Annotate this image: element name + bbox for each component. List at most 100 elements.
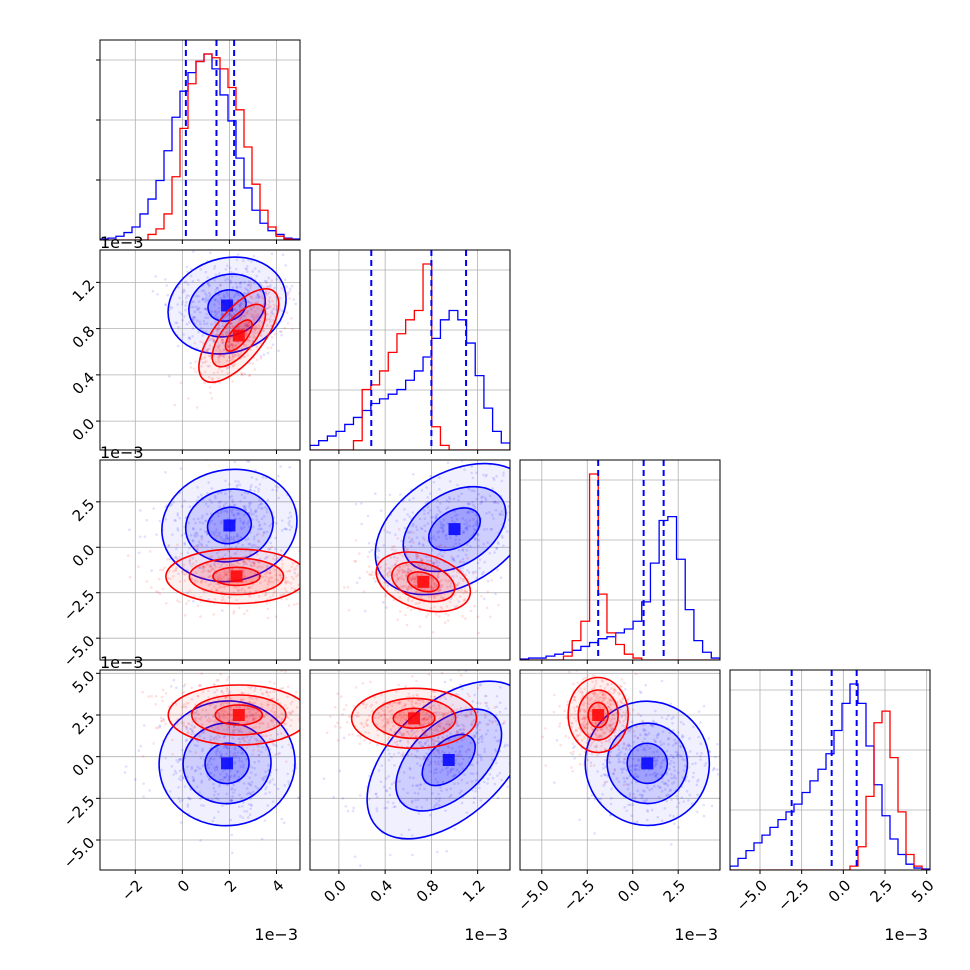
scatter-point [664,781,667,785]
scatter-point [241,749,245,752]
scatter-point [589,738,592,742]
scatter-point [218,531,221,535]
scatter-point [217,501,221,504]
scatter-point [462,727,465,731]
scatter-point [419,783,423,786]
scatter-point [387,775,390,778]
scatter-point [469,609,473,613]
scatter-point [584,723,588,726]
scatter-point [366,555,370,558]
scatter-point [674,750,678,754]
scatter-point [507,505,510,508]
scatter-point [215,689,219,692]
scatter-point [230,798,233,802]
scatter-point [137,551,141,555]
scatter-point [427,701,431,704]
scatter-point [617,754,621,757]
scatter-point [397,571,401,575]
scatter-point [459,763,462,767]
scatter-point [385,723,388,726]
scatter-point [249,564,253,567]
scatter-point [256,327,259,330]
scatter-point [200,715,203,719]
scatter-point [244,505,248,508]
scatter-point [194,571,198,574]
scatter-point [478,720,481,724]
scatter-point [638,793,642,796]
scatter-point [416,555,420,558]
scatter-point [395,743,399,747]
scatter-point [226,687,229,691]
scatter-point [452,574,455,578]
scatter-point [226,726,230,729]
scatter-point [230,322,233,325]
contour-series-1-level-2 [375,551,472,613]
scatter-point [472,741,475,744]
scatter-point [194,370,198,373]
scatter-point [347,583,350,586]
scatter-point [438,717,442,720]
scatter-point [232,308,236,311]
scatter-point [408,776,412,779]
scatter-point [436,780,440,784]
scatter-point [198,791,201,794]
scatter-point [366,514,370,518]
scatter-point [227,702,231,705]
scatter-point [639,691,643,695]
scatter-point [458,709,462,712]
scatter-point [458,538,461,542]
scatter-point [415,591,418,594]
scatter-point [443,728,447,731]
scatter-point [599,735,602,738]
scatter-point [268,320,272,324]
scatter-point [197,495,200,499]
scatter-point [415,525,418,528]
scatter-point [208,295,211,299]
scatter-point [246,707,249,711]
scatter-point [283,326,286,330]
scatter-point [164,691,168,695]
scatter-point [263,305,267,308]
scatter-point [343,588,346,591]
scatter-point [412,496,415,500]
scatter-point [216,491,220,495]
scatter-point [210,397,214,400]
y-tick-label: 5.0 [69,667,99,697]
scatter-point [447,496,451,499]
scatter-point [222,579,226,583]
scatter-point [260,527,263,531]
scatter-point [205,719,209,722]
scatter-point [138,509,142,512]
scatter-point [680,796,684,799]
scatter-point [436,499,439,502]
scatter-point [257,330,260,334]
scatter-point [410,577,413,580]
scatter-point [296,564,299,567]
scatter-point [482,528,486,531]
scatter-point [212,533,216,536]
scatter-point [231,851,234,855]
scatter-point [244,322,247,326]
scatter-point [226,325,229,329]
scatter-point [409,587,413,590]
scatter-point [241,521,245,525]
scatter-point [263,301,267,305]
scatter-point [220,511,223,514]
scatter-point [271,319,275,322]
scatter-point [493,551,496,554]
scatter-point [438,697,442,700]
scatter-point [228,325,232,329]
scatter-point [304,722,307,725]
scatter-point [655,736,659,739]
scatter-point [427,715,430,718]
scatter-point [274,710,277,714]
scatter-point [383,581,386,585]
scatter-point [245,714,249,718]
scatter-point [235,485,239,488]
scatter-point [181,748,184,752]
scatter-point [180,533,184,537]
scatter-point [177,785,180,789]
scatter-point [437,748,441,752]
scatter-point [218,353,222,357]
scatter-point [672,761,676,765]
